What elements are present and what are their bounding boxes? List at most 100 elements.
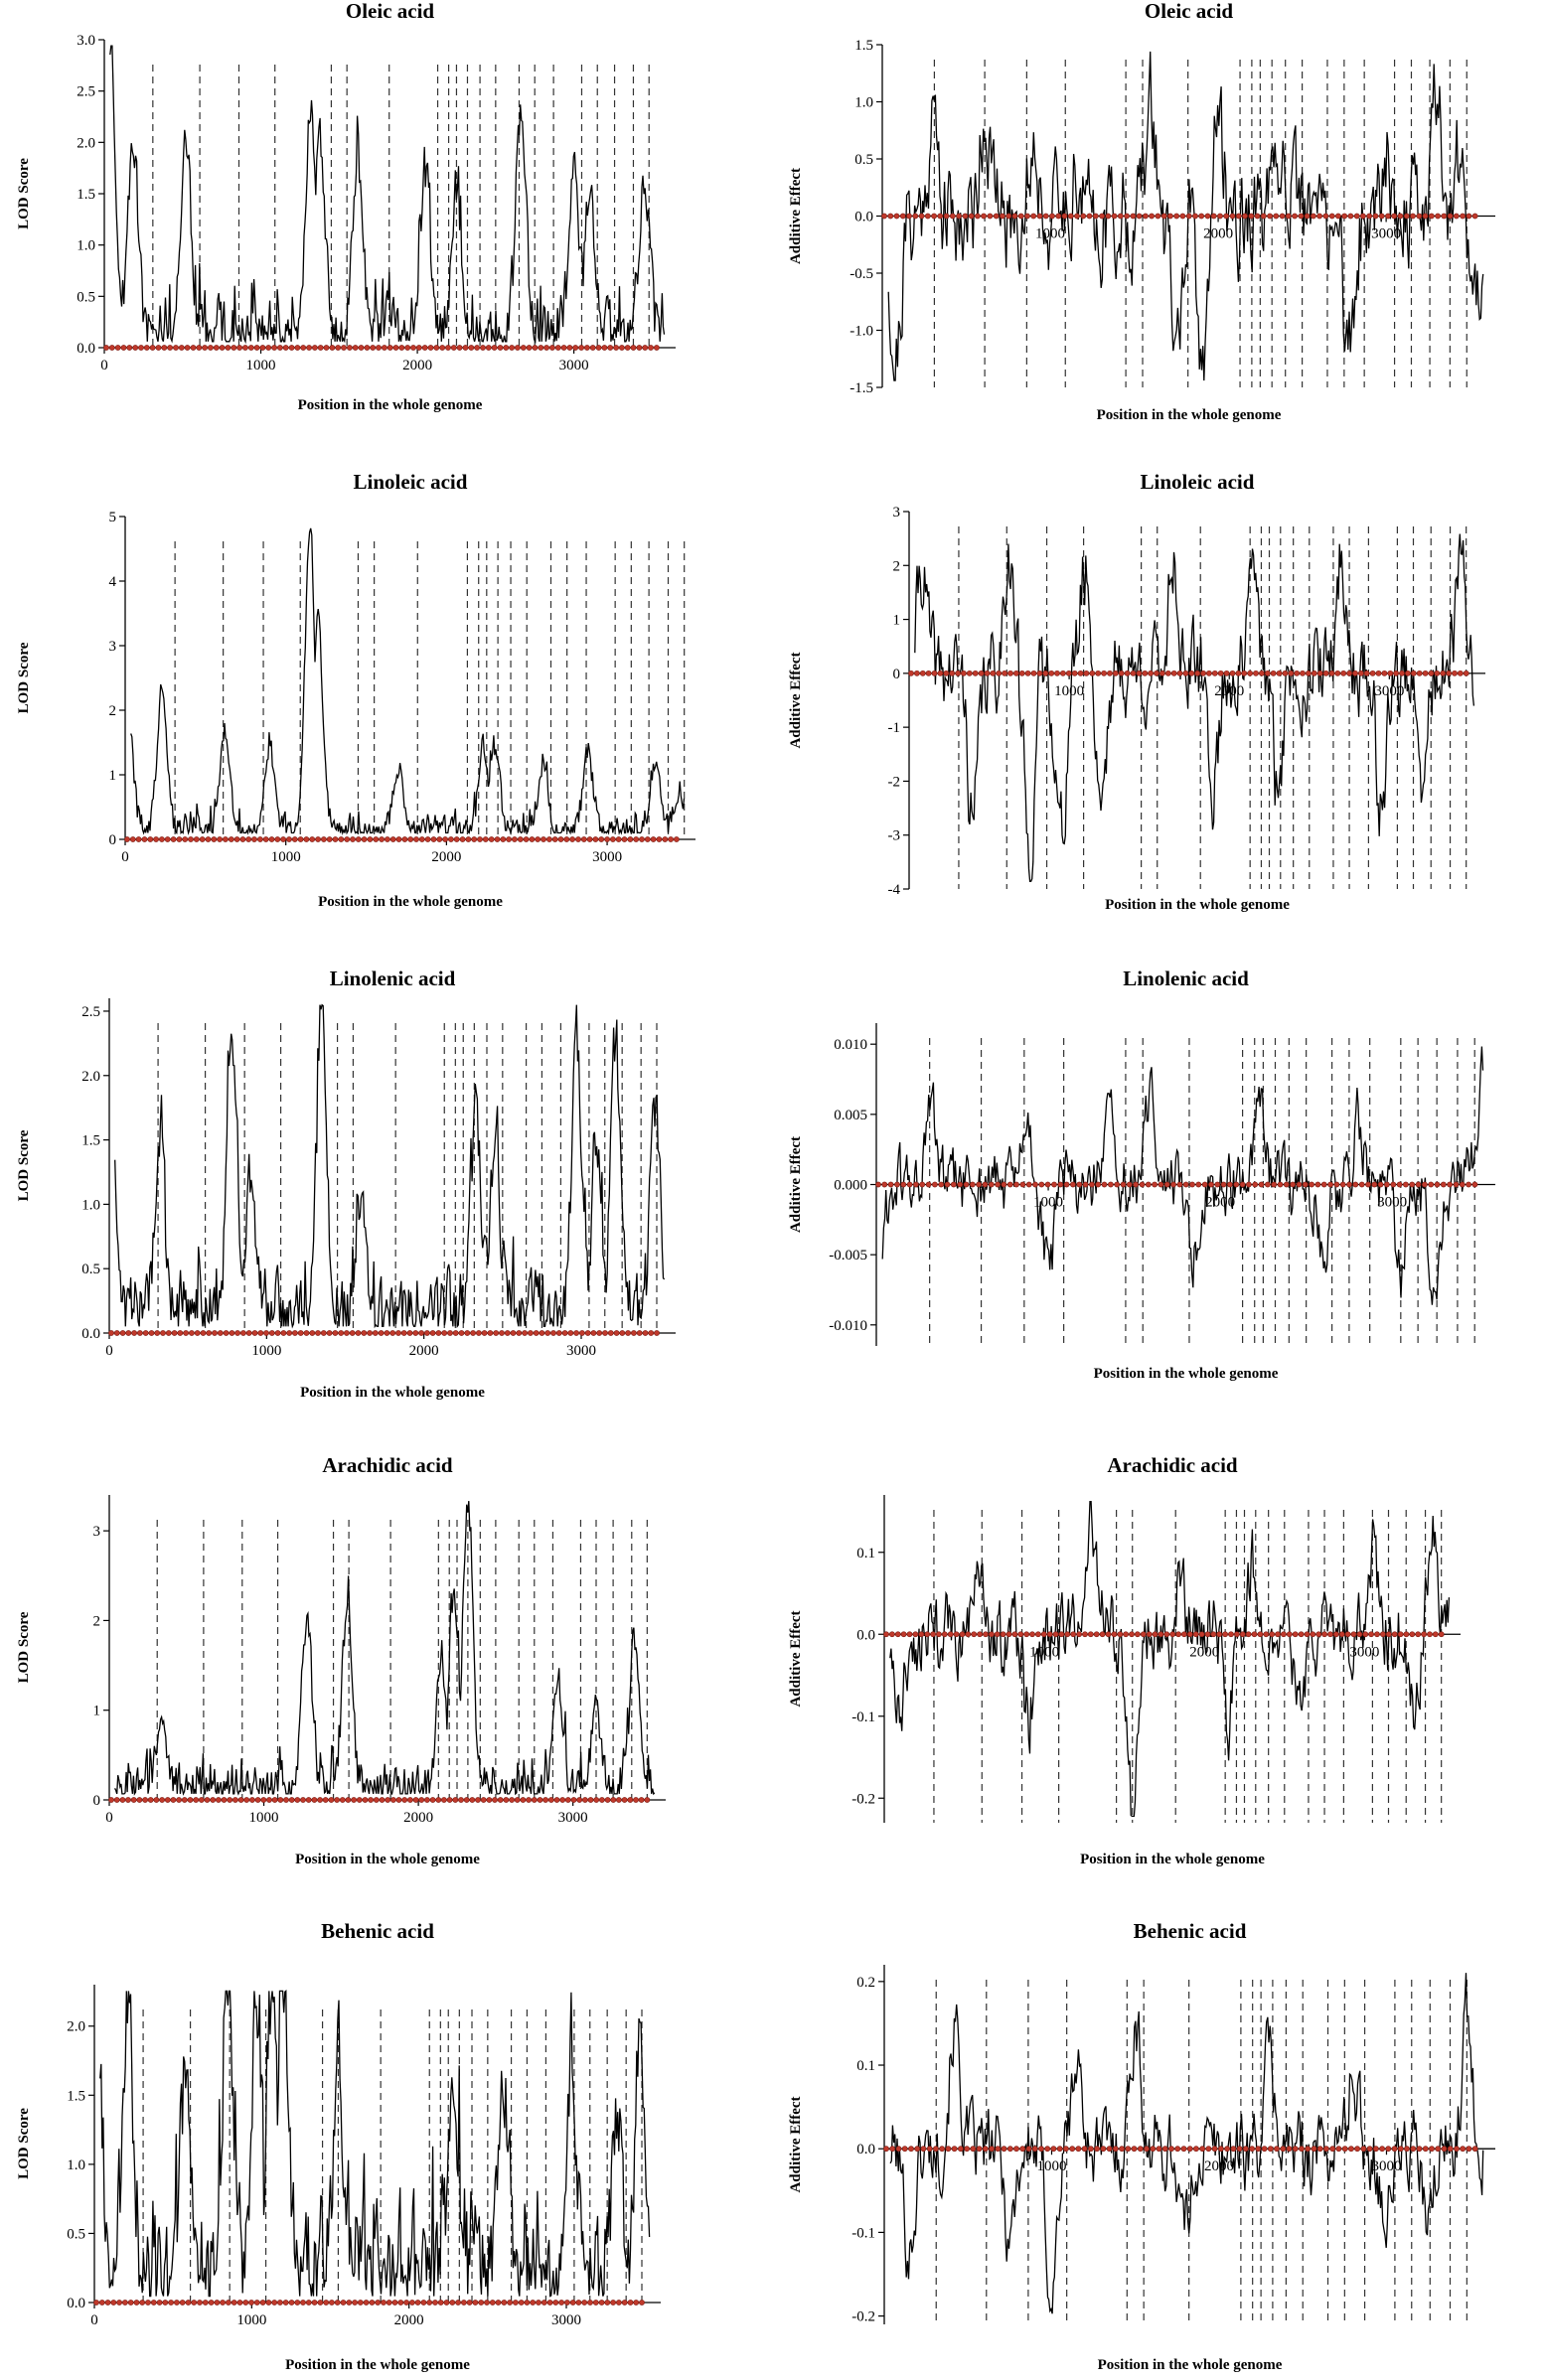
marker-point <box>889 2146 896 2153</box>
marker-point <box>1170 669 1177 676</box>
marker-point <box>243 1797 250 1803</box>
marker-point <box>381 345 387 351</box>
chart-oleic-lod: Oleic acid 0.0 0.5 1.0 1.5 2.0 2.5 3.0 0 1000 2000… <box>16 0 676 413</box>
marker-point <box>1192 213 1198 220</box>
marker-point <box>1092 213 1099 220</box>
marker-point <box>207 345 214 351</box>
marker-point <box>1410 213 1416 220</box>
marker-point <box>227 1797 233 1803</box>
marker-point <box>539 1330 545 1336</box>
marker-point <box>1397 2146 1404 2153</box>
marker-point <box>1195 1181 1202 1188</box>
marker-point <box>1167 213 1173 220</box>
marker-point <box>126 345 133 351</box>
marker-point <box>1076 1631 1082 1638</box>
y-tick-label: 3 <box>109 639 117 655</box>
marker-point <box>256 836 263 842</box>
marker-point <box>212 1330 218 1336</box>
marker-point <box>541 836 546 842</box>
marker-point <box>503 1797 510 1803</box>
marker-point <box>173 2300 180 2306</box>
marker-point <box>389 1797 396 1803</box>
marker-point <box>1275 1631 1281 1638</box>
marker-point <box>130 1797 137 1803</box>
marker-point <box>1210 1631 1217 1638</box>
y-tick-label: 0.0 <box>81 1326 100 1342</box>
marker-point <box>343 1330 350 1336</box>
marker-point <box>294 2300 301 2306</box>
marker-point <box>1005 213 1012 220</box>
marker-point <box>1082 1181 1089 1188</box>
marker-point <box>1136 213 1143 220</box>
marker-point <box>1193 2146 1199 2153</box>
marker-point <box>119 1797 126 1803</box>
marker-point <box>373 1797 380 1803</box>
marker-point <box>1306 669 1312 676</box>
marker-point <box>222 836 229 842</box>
marker-point <box>993 213 1000 220</box>
marker-point <box>474 345 480 351</box>
marker-point <box>389 836 396 842</box>
marker-point <box>893 213 900 220</box>
marker-point <box>1403 1631 1410 1638</box>
marker-point <box>668 836 674 842</box>
x-axis-label: Position in the whole genome <box>1098 2357 1283 2373</box>
marker-point <box>575 836 581 842</box>
chart-title: Arachidic acid <box>1107 1453 1238 1477</box>
marker-point <box>410 345 416 351</box>
marker-point <box>625 1330 631 1336</box>
marker-point <box>1038 2146 1044 2153</box>
marker-point <box>982 2146 989 2153</box>
marker-point <box>1111 1631 1118 1638</box>
marker-point <box>1379 2146 1385 2153</box>
marker-point <box>933 2146 939 2153</box>
marker-point <box>1372 213 1379 220</box>
marker-point <box>148 1330 155 1336</box>
marker-point <box>936 1631 942 1638</box>
marker-point <box>1159 669 1165 676</box>
marker-point <box>167 345 173 351</box>
marker-point <box>286 836 292 842</box>
marker-point <box>1300 669 1306 676</box>
marker-point <box>131 1330 137 1336</box>
marker-point <box>953 1631 960 1638</box>
marker-point <box>644 1797 651 1803</box>
marker-point <box>429 1330 436 1336</box>
marker-point <box>407 836 414 842</box>
marker-point <box>1279 213 1286 220</box>
marker-point <box>138 345 144 351</box>
x-tick-label: 1000 <box>246 358 276 373</box>
x-tick-label: 2000 <box>403 1810 433 1826</box>
marker-point <box>1409 1631 1416 1638</box>
marker-point <box>1286 2146 1293 2153</box>
marker-point <box>901 2146 908 2153</box>
y-axis-label: Additive Effect <box>788 1610 804 1707</box>
marker-point <box>551 836 558 842</box>
marker-point <box>442 836 448 842</box>
x-tick-label: 3000 <box>1371 2158 1401 2174</box>
marker-point <box>1421 1631 1427 1638</box>
y-tick-label: 1.5 <box>67 2088 85 2104</box>
marker-point <box>1038 1181 1045 1188</box>
marker-point <box>1234 1631 1240 1638</box>
marker-point <box>621 2300 628 2306</box>
marker-point <box>526 1797 532 1803</box>
x-tick-label: 2000 <box>1205 1195 1235 1211</box>
marker-point <box>1211 669 1218 676</box>
marker-point <box>564 2300 570 2306</box>
marker-point <box>381 2300 386 2306</box>
marker-point <box>957 1181 964 1188</box>
marker-point <box>965 1631 972 1638</box>
marker-point <box>1277 1181 1284 1188</box>
marker-point <box>149 345 156 351</box>
marker-point <box>260 1797 267 1803</box>
marker-point <box>900 1181 907 1188</box>
marker-point <box>386 2300 392 2306</box>
marker-point <box>937 213 944 220</box>
marker-point <box>1048 669 1055 676</box>
marker-point <box>1223 669 1230 676</box>
marker-point <box>362 1797 369 1803</box>
y-tick-label: 1.5 <box>77 187 95 203</box>
marker-point <box>142 1330 149 1336</box>
marker-point <box>351 1797 357 1803</box>
